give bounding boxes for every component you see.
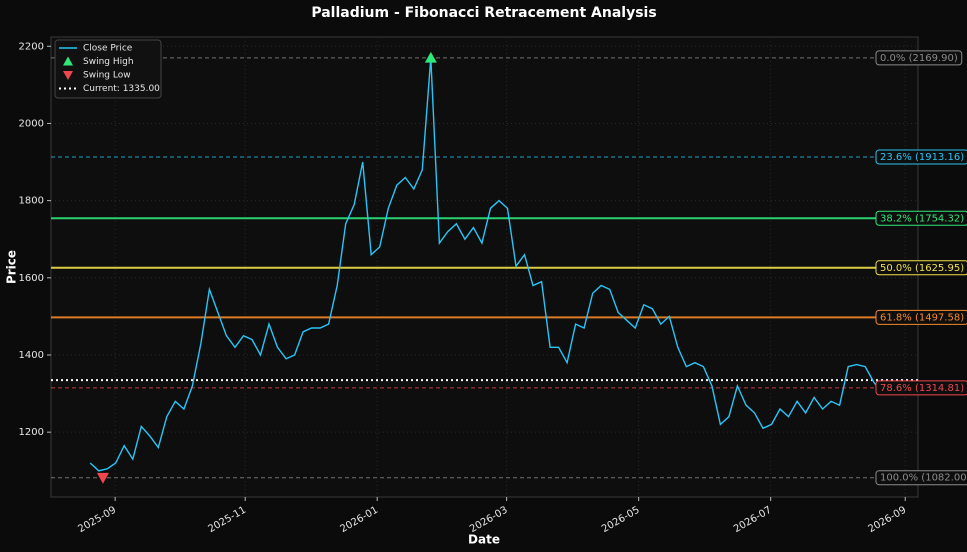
label-box [875, 309, 967, 325]
fib-level-text: 61.8% (1497.58) [880, 312, 964, 323]
y-tick-label: 1200 [19, 427, 44, 438]
fib-level-text: 100.0% (1082.00) [880, 473, 967, 484]
chart-title: Palladium - Fibonacci Retracement Analys… [311, 5, 656, 21]
fib-level-text: 23.6% (1913.16) [880, 152, 964, 163]
fib-level-label: 100.0% (1082.00) [875, 470, 967, 486]
fib-level-text: 78.6% (1314.81) [880, 383, 964, 394]
legend-label: Current: 1335.00 [83, 84, 160, 94]
fib-level-label: 0.0% (2169.90) [875, 50, 963, 66]
y-tick-label: 2200 [19, 41, 44, 52]
fib-level-label: 23.6% (1913.16) [875, 149, 967, 165]
swing-marker [424, 51, 437, 63]
y-tick-label: 1600 [19, 273, 44, 284]
fib-level-label: 38.2% (1754.32) [875, 210, 967, 226]
label-box [875, 149, 967, 165]
swing-marker [96, 472, 109, 484]
legend-swatch [63, 56, 73, 66]
y-tick-label: 1400 [19, 350, 44, 361]
legend-label: Swing Low [83, 71, 131, 81]
fib-level-label: 50.0% (1625.95) [875, 260, 967, 276]
label-box [875, 210, 967, 226]
legend: Close Price Swing High Swing Low Current: 1… [54, 39, 162, 99]
legend-swatch [63, 71, 73, 80]
fib-level-text: 50.0% (1625.95) [880, 263, 964, 274]
y-axis-label: Price [5, 250, 19, 284]
legend-label: Close Price [83, 44, 133, 54]
label-box [875, 260, 967, 276]
price-line [89, 57, 883, 472]
label-box [875, 470, 967, 486]
fib-level-text: 38.2% (1754.32) [880, 213, 964, 224]
x-axis-label: Date [468, 533, 500, 547]
legend-label: Swing High [83, 57, 134, 67]
y-tick-label: 2000 [19, 118, 44, 129]
label-box [875, 380, 967, 396]
fib-level-text: 0.0% (2169.90) [880, 53, 958, 64]
label-box [875, 50, 963, 66]
fib-level-label: 61.8% (1497.58) [875, 309, 967, 325]
fib-level-label: 78.6% (1314.81) [875, 380, 967, 396]
y-tick-label: 1800 [19, 196, 44, 207]
legend-box [54, 39, 162, 99]
